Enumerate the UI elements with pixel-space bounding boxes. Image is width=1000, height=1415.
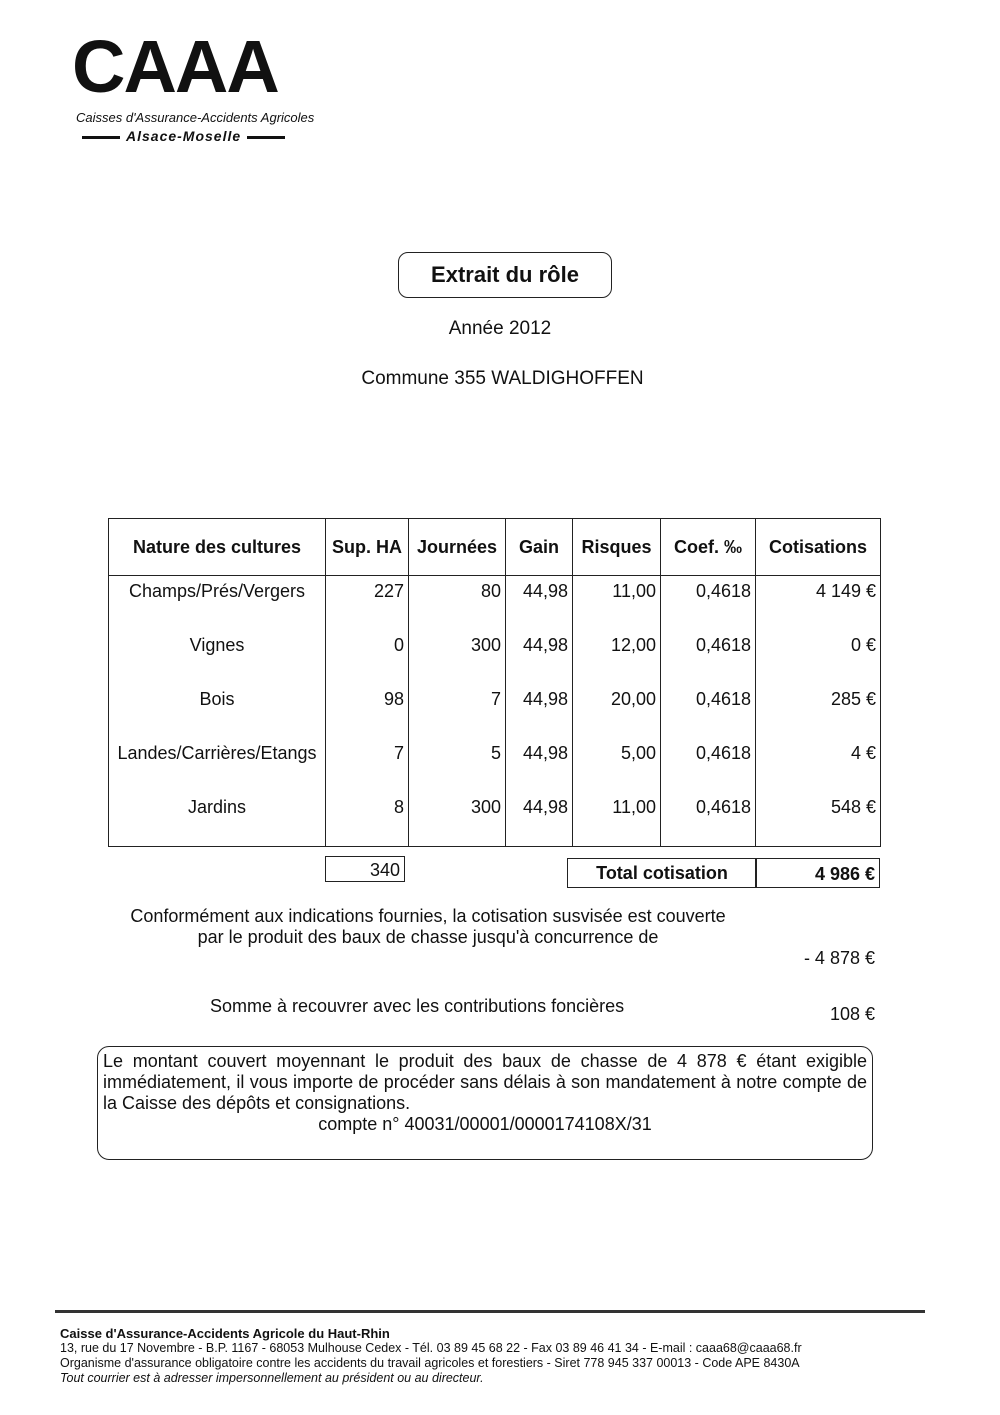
footer: Caisse d'Assurance-Accidents Agricole du…	[60, 1326, 802, 1386]
logo: CAAA	[72, 25, 280, 108]
table-cell: 0,4618	[660, 630, 756, 684]
table-cell: Vignes	[108, 630, 326, 684]
table-cell: 98	[325, 684, 409, 738]
table-cell: 44,98	[505, 575, 573, 630]
total-cotisation-value: 4 986 €	[755, 858, 880, 888]
rule-decoration	[82, 135, 120, 139]
logo-region: Alsace-Moselle	[76, 128, 291, 144]
table-cell: 7	[325, 738, 409, 792]
table-cell: 44,98	[505, 630, 573, 684]
recover-value: 108 €	[829, 1004, 875, 1024]
column-header: Sup. HA	[325, 518, 409, 576]
table-cell: 20,00	[572, 684, 661, 738]
table-cell: 285 €	[755, 684, 881, 738]
table-cell: 300	[408, 630, 506, 684]
table-row: Bois 98 7 44,98 20,00 0,4618 285 €	[108, 684, 881, 738]
table-cell: 0	[325, 630, 409, 684]
table-row: Jardins 8 300 44,98 11,00 0,4618 548 €	[108, 792, 881, 847]
column-header: Journées	[408, 518, 506, 576]
notice-text: Le montant couvert moyennant le produit …	[103, 1051, 867, 1113]
credit-text: Conformément aux indications fournies, l…	[118, 906, 738, 948]
notice-box: Le montant couvert moyennant le produit …	[97, 1046, 873, 1160]
table-cell: 4 149 €	[755, 575, 881, 630]
logo-region-text: Alsace-Moselle	[126, 128, 242, 144]
table-cell: 4 €	[755, 738, 881, 792]
total-cotisation-label: Total cotisation	[567, 858, 757, 888]
footer-address: 13, rue du 17 Novembre - B.P. 1167 - 680…	[60, 1341, 802, 1355]
column-header: Coef. ‰	[660, 518, 756, 576]
credit-line-1: Conformément aux indications fournies, l…	[130, 906, 726, 926]
table-cell: 227	[325, 575, 409, 630]
column-header: Nature des cultures	[108, 518, 326, 576]
table-cell: 44,98	[505, 738, 573, 792]
table-cell: 8	[325, 792, 409, 847]
table-row: Landes/Carrières/Etangs 7 5 44,98 5,00 0,4618…	[108, 738, 881, 792]
table-row: Champs/Prés/Vergers 227 80 44,98 11,00 0,4618…	[108, 575, 881, 630]
table-cell: 11,00	[572, 792, 661, 847]
table-cell: 44,98	[505, 684, 573, 738]
column-header: Cotisations	[755, 518, 881, 576]
table-cell: Landes/Carrières/Etangs	[108, 738, 326, 792]
table-header-row: Nature des cultures Sup. HA Journées Gain Ri…	[108, 518, 881, 576]
table-cell: 44,98	[505, 792, 573, 847]
footer-note: Tout courrier est à adresser impersonnel…	[60, 1371, 484, 1385]
table-cell: 11,00	[572, 575, 661, 630]
table-cell: 12,00	[572, 630, 661, 684]
commune: Commune 355 WALDIGHOFFEN	[361, 368, 644, 389]
table-cell: 80	[408, 575, 506, 630]
table-cell: 5,00	[572, 738, 661, 792]
footer-org: Caisse d'Assurance-Accidents Agricole du…	[60, 1326, 390, 1341]
table-cell: 7	[408, 684, 506, 738]
table-cell: 300	[408, 792, 506, 847]
table-cell: 0,4618	[660, 575, 756, 630]
column-header: Gain	[505, 518, 573, 576]
table-cell: 0 €	[755, 630, 881, 684]
year: Année 2012	[448, 318, 552, 339]
cultures-table: Nature des cultures Sup. HA Journées Gain Ri…	[108, 518, 881, 847]
account-number: compte n° 40031/00001/0000174108X/31	[318, 1114, 652, 1134]
footer-legal: Organisme d'assurance obligatoire contre…	[60, 1356, 800, 1370]
logo-subtitle: Caisses d'Assurance-Accidents Agricoles	[76, 110, 315, 125]
table-cell: 0,4618	[660, 792, 756, 847]
table-cell: 0,4618	[660, 738, 756, 792]
footer-divider	[55, 1310, 925, 1313]
table-row: Vignes 0 300 44,98 12,00 0,4618 0 €	[108, 630, 881, 684]
credit-value: - 4 878 €	[803, 948, 875, 968]
table-cell: 5	[408, 738, 506, 792]
credit-line-2: par le produit des baux de chasse jusqu'…	[197, 927, 659, 947]
total-surface: 340	[325, 856, 405, 882]
table-cell: Champs/Prés/Vergers	[108, 575, 326, 630]
table-cell: Jardins	[108, 792, 326, 847]
rule-decoration	[247, 135, 286, 139]
column-header: Risques	[572, 518, 661, 576]
document-title: Extrait du rôle	[398, 252, 612, 298]
table-cell: 0,4618	[660, 684, 756, 738]
table-cell: 548 €	[755, 792, 881, 847]
recover-label: Somme à recouvrer avec les contributions…	[210, 996, 625, 1016]
table-cell: Bois	[108, 684, 326, 738]
